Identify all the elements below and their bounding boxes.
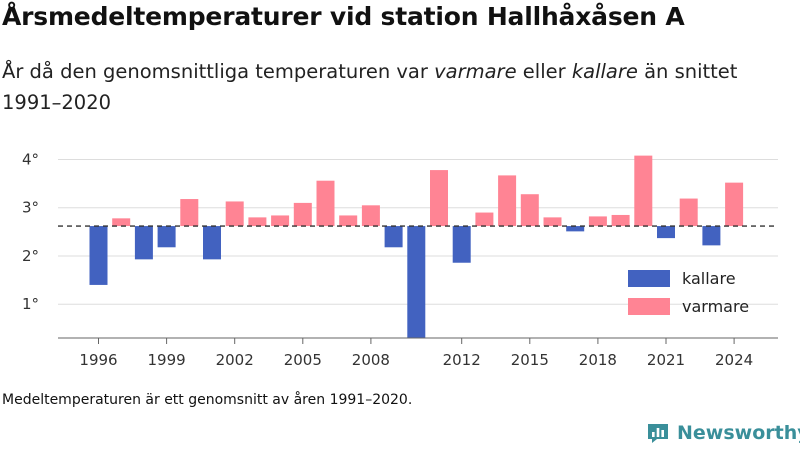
x-tick-label: 2021 <box>647 351 685 369</box>
y-tick-label: 1° <box>22 295 39 313</box>
bar-2014 <box>498 175 517 227</box>
bar-2012 <box>452 226 471 263</box>
newsworthy-logo-icon <box>648 424 668 443</box>
legend-label-varmare: varmare <box>682 297 749 316</box>
bar-2007 <box>339 215 358 227</box>
subtitle-warm: varmare <box>434 60 517 83</box>
bar-2023 <box>702 226 721 246</box>
bar-2010 <box>407 226 426 338</box>
x-tick-label: 2024 <box>715 351 753 369</box>
page-title: Årsmedeltemperaturer vid station Hallhåx… <box>2 2 685 31</box>
legend-swatch-kallare <box>628 270 670 287</box>
subtitle-part1: År då den genomsnittliga temperaturen va… <box>2 60 435 83</box>
bar-1997 <box>112 218 131 227</box>
bar-2006 <box>316 180 335 227</box>
subtitle-part2: eller <box>516 60 572 83</box>
bar-2005 <box>293 202 312 227</box>
y-tick-label: 4° <box>22 150 39 168</box>
bar-2020 <box>634 155 653 227</box>
x-tick-label: 2012 <box>443 351 481 369</box>
bar-2011 <box>430 170 448 227</box>
bar-2018 <box>588 216 607 227</box>
x-tick-label: 2008 <box>352 351 390 369</box>
x-tick-label: 1996 <box>79 351 117 369</box>
x-tick-label: 2018 <box>579 351 617 369</box>
bar-2016 <box>543 217 562 227</box>
legend-label-kallare: kallare <box>682 269 736 288</box>
x-tick-label: 2005 <box>284 351 322 369</box>
bar-2009 <box>384 226 403 248</box>
x-tick-label: 2015 <box>511 351 549 369</box>
brand-name: Newsworthy <box>677 422 800 444</box>
brand-logo[interactable]: Newsworthy <box>646 420 800 446</box>
x-tick-label: 1999 <box>148 351 186 369</box>
subtitle-cold: kallare <box>571 60 638 83</box>
y-tick-label: 2° <box>22 247 39 265</box>
bar-2001 <box>203 226 221 260</box>
bar-2015 <box>520 194 539 227</box>
footnote: Medeltemperaturen är ett genomsnitt av å… <box>2 392 413 408</box>
bar-2003 <box>248 217 267 227</box>
bar-2019 <box>611 214 630 227</box>
bar-1998 <box>134 226 153 260</box>
bar-2008 <box>361 205 380 227</box>
bar-1996 <box>89 226 108 285</box>
bar-2000 <box>180 199 199 227</box>
legend-swatch-varmare <box>628 298 670 315</box>
bar-1999 <box>157 226 176 248</box>
bar-2024 <box>725 182 744 227</box>
subtitle-part3: än snittet 1991–2020 <box>2 60 738 114</box>
x-tick-label: 2002 <box>216 351 254 369</box>
bar-2017 <box>566 226 585 232</box>
bar-2013 <box>475 212 494 227</box>
bar-2004 <box>271 215 290 227</box>
subtitle: År då den genomsnittliga temperaturen va… <box>2 56 782 118</box>
bar-2002 <box>225 201 244 227</box>
y-tick-label: 3° <box>22 199 39 217</box>
bar-2021 <box>657 226 675 239</box>
bar-2022 <box>679 198 698 227</box>
